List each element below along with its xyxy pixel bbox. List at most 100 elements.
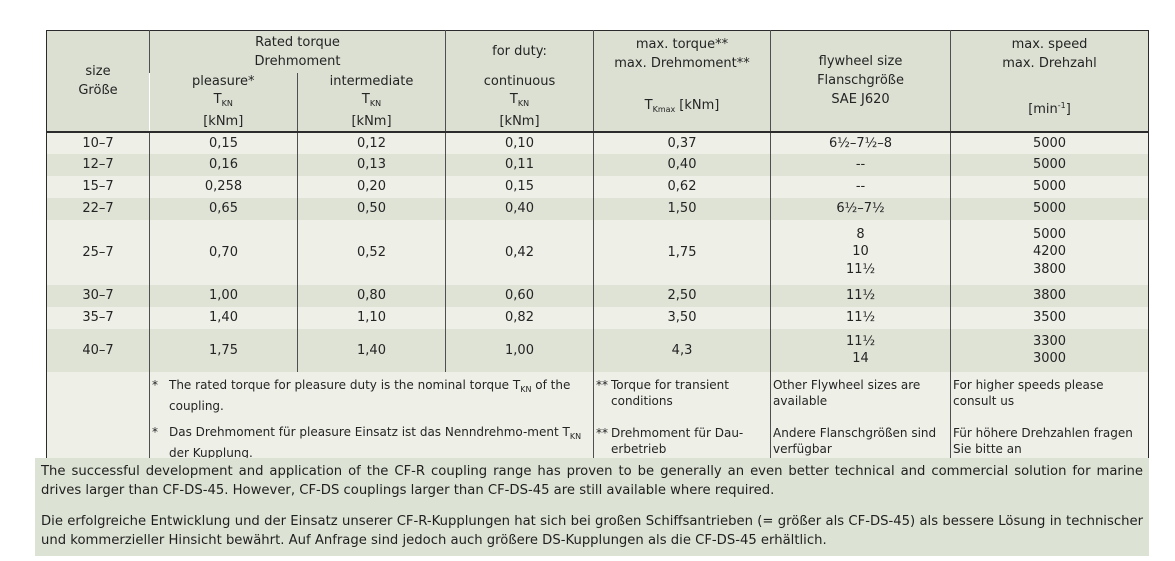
cell-continuous-tkn: 0,15: [445, 175, 594, 198]
cell-max-torque: 1,75: [593, 219, 771, 285]
table-row: 12–7 0,16 0,13 0,11 0,40 -- 5000: [46, 153, 1149, 176]
tkn-symbol: TKN: [361, 91, 382, 108]
header-speed-unit: [min-1]: [1028, 100, 1071, 117]
coupling-specs-table: size Größe Rated torque Drehmoment for d…: [46, 30, 1150, 462]
cell-size: 22–7: [46, 197, 150, 220]
cell-max-torque: 2,50: [593, 284, 771, 307]
table-row: 22–7 0,65 0,50 0,40 1,50 6½–7½ 5000: [46, 197, 1149, 220]
cell-pleasure-tkn: 0,16: [149, 153, 298, 176]
cell-size: 30–7: [46, 284, 150, 307]
footnote-row: * The rated torque for pleasure duty is t…: [46, 371, 1149, 461]
footnote-empty-cell: [46, 371, 150, 461]
cell-pleasure-tkn: 0,258: [149, 175, 298, 198]
tkn-symbol: TKN: [213, 91, 233, 108]
cell-max-speed: 5000 4200 3800: [950, 219, 1149, 285]
cell-size: 12–7: [46, 153, 150, 176]
footnote-star-de: * Das Drehmoment für pleasure Einsatz ist…: [152, 424, 582, 460]
table-row: 30–7 1,00 0,80 0,60 2,50 11½ 3800: [46, 284, 1149, 307]
footnote-dstar-en: ** Torque for transient conditions: [596, 377, 729, 408]
header-flywheel: flywheel size Flanschgröße SAE J620: [770, 30, 951, 132]
cell-flywheel-size: 11½: [770, 306, 951, 329]
footnote-star-en: * The rated torque for pleasure duty is t…: [152, 377, 571, 413]
cell-max-speed: 3300 3000: [950, 328, 1149, 372]
cell-continuous-tkn: 0,82: [445, 306, 594, 329]
tkn-symbol: TKN: [509, 91, 530, 108]
header-row-1: size Größe Rated torque Drehmoment for d…: [46, 30, 1149, 132]
cell-flywheel-size: 8 10 11½: [770, 219, 951, 285]
header-rated-torque: Rated torque Drehmoment: [148, 30, 446, 73]
header-max-torque-de: max. Drehmoment**: [614, 55, 750, 71]
cell-max-torque: 0,40: [593, 153, 771, 176]
subheader-pleasure: pleasure* TKN [kNm]: [149, 72, 298, 132]
header-max-speed: max. speed max. Drehzahl [min-1]: [950, 30, 1149, 132]
cell-flywheel-size: --: [770, 153, 951, 176]
cell-flywheel-size: 11½: [770, 284, 951, 307]
cell-size: 40–7: [46, 328, 150, 372]
cell-continuous-tkn: 0,10: [445, 130, 594, 154]
header-rated-torque-en: Rated torque: [255, 34, 340, 50]
header-tkmax-symbol: TKmax [kNm]: [644, 97, 720, 114]
cell-max-torque: 0,37: [593, 130, 771, 154]
header-max-speed-de: max. Drehzahl: [1002, 55, 1097, 71]
cell-pleasure-tkn: 0,70: [149, 219, 298, 285]
cell-max-speed: 3500: [950, 306, 1149, 329]
header-for-duty: for duty:: [445, 30, 594, 73]
table-row: 35–7 1,40 1,10 0,82 3,50 11½ 3500: [46, 306, 1149, 329]
footnote-speed: For higher speeds please consult us Für …: [950, 371, 1149, 461]
header-row-2: pleasure* TKN [kNm] intermediate TKN [kN…: [47, 72, 1149, 132]
cell-flywheel-size: --: [770, 175, 951, 198]
header-flywheel-sae: SAE J620: [831, 92, 890, 108]
cell-continuous-tkn: 0,60: [445, 284, 594, 307]
cell-pleasure-tkn: 1,75: [149, 328, 298, 372]
cell-pleasure-tkn: 1,00: [149, 284, 298, 307]
header-size: size Größe: [46, 30, 150, 132]
header-flywheel-de: Flanschgröße: [817, 73, 904, 89]
footnote-flywheel: Other Flywheel sizes are available Ander…: [770, 371, 951, 461]
cell-pleasure-tkn: 1,40: [149, 306, 298, 329]
footnote-speed-en: For higher speeds please consult us: [953, 377, 1104, 408]
cell-max-torque: 0,62: [593, 175, 771, 198]
cell-max-speed: 5000: [950, 153, 1149, 176]
footnote-speed-de: Für höhere Drehzahlen fragen Sie bitte a…: [953, 425, 1133, 456]
note-paragraph-de: Die erfolgreiche Entwicklung und der Ein…: [41, 514, 1143, 548]
cell-max-speed: 5000: [950, 175, 1149, 198]
cell-flywheel-size: 6½–7½: [770, 197, 951, 220]
cell-max-speed: 5000: [950, 130, 1149, 154]
cell-intermediate-tkn: 0,13: [296, 153, 446, 176]
header-max-speed-en: max. speed: [1011, 36, 1088, 52]
header-size-en: size: [85, 63, 111, 79]
footnote-dstar-de: ** Drehmoment für Dau-erbetrieb: [596, 425, 744, 456]
cell-intermediate-tkn: 1,40: [296, 328, 446, 372]
header-size-de: Größe: [78, 82, 118, 98]
availability-note: The successful development and applicati…: [35, 458, 1149, 556]
cell-intermediate-tkn: 1,10: [296, 306, 446, 329]
cell-size: 35–7: [46, 306, 150, 329]
cell-max-torque: 3,50: [593, 306, 771, 329]
cell-continuous-tkn: 0,42: [445, 219, 594, 285]
subheader-intermediate: intermediate TKN [kNm]: [296, 72, 446, 132]
table-row: 10–7 0,15 0,12 0,10 0,37 6½–7½–8 5000: [46, 130, 1149, 154]
header-rated-torque-de: Drehmoment: [254, 53, 341, 69]
cell-flywheel-size: 11½ 14: [770, 328, 951, 372]
knm-unit: [kNm]: [351, 113, 392, 129]
cell-continuous-tkn: 1,00: [445, 328, 594, 372]
cell-intermediate-tkn: 0,50: [296, 197, 446, 220]
header-max-torque: max. torque** max. Drehmoment** TKmax [kN…: [593, 30, 771, 132]
cell-size: 15–7: [46, 175, 150, 198]
subheader-continuous: continuous TKN [kNm]: [445, 72, 594, 132]
cell-intermediate-tkn: 0,80: [296, 284, 446, 307]
cell-continuous-tkn: 0,11: [445, 153, 594, 176]
cell-pleasure-tkn: 0,15: [149, 130, 298, 154]
cell-intermediate-tkn: 0,12: [296, 130, 446, 154]
cell-size: 25–7: [46, 219, 150, 285]
table-row: 15–7 0,258 0,20 0,15 0,62 -- 5000: [46, 175, 1149, 198]
cell-intermediate-tkn: 0,20: [296, 175, 446, 198]
note-paragraph-en: The successful development and applicati…: [41, 464, 1143, 498]
footnote-flywheel-de: Andere Flanschgrößen sind verfügbar: [773, 425, 937, 456]
cell-max-speed: 5000: [950, 197, 1149, 220]
cell-max-speed: 3800: [950, 284, 1149, 307]
cell-size: 10–7: [46, 130, 150, 154]
knm-unit: [kNm]: [203, 113, 244, 129]
header-max-torque-en: max. torque**: [635, 36, 729, 52]
cell-continuous-tkn: 0,40: [445, 197, 594, 220]
